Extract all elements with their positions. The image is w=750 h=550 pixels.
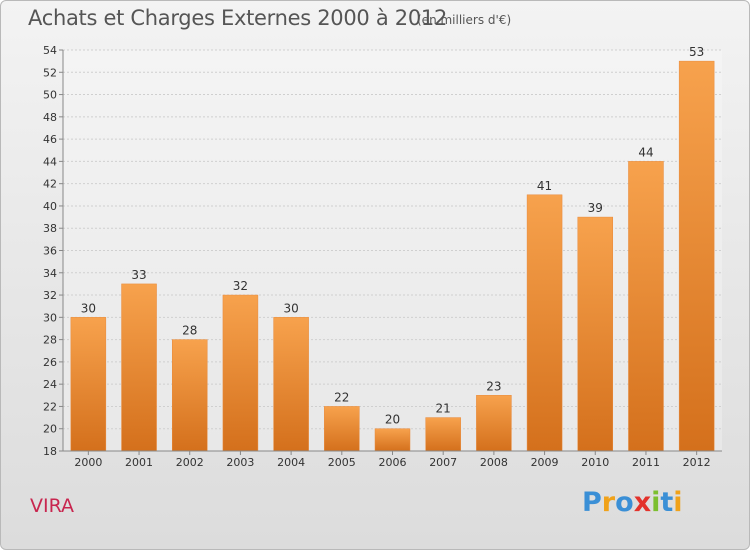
bar bbox=[476, 395, 512, 452]
y-tick-label: 36 bbox=[43, 245, 57, 258]
data-label: 23 bbox=[486, 379, 501, 393]
y-tick-label: 48 bbox=[43, 111, 57, 124]
y-tick-label: 42 bbox=[43, 178, 57, 191]
bar bbox=[171, 339, 208, 452]
data-label: 44 bbox=[638, 145, 653, 159]
data-label: 32 bbox=[233, 279, 248, 293]
bar bbox=[324, 406, 360, 452]
bar bbox=[222, 294, 259, 452]
x-tick-label: 2005 bbox=[328, 456, 356, 469]
y-tick-label: 24 bbox=[43, 378, 57, 391]
bar bbox=[425, 417, 461, 452]
data-label: 53 bbox=[689, 45, 704, 59]
x-tick-label: 2008 bbox=[480, 456, 508, 469]
data-labels: 30 33 28 32 30 22 20 21 23 41 39 44 53 bbox=[81, 45, 705, 427]
x-tick-label: 2006 bbox=[379, 456, 407, 469]
x-tick-label: 2012 bbox=[683, 456, 711, 469]
bar bbox=[374, 428, 411, 452]
y-tick-label: 46 bbox=[43, 133, 57, 146]
bar bbox=[526, 194, 563, 452]
x-tick-label: 2002 bbox=[176, 456, 204, 469]
logo-letter: P bbox=[582, 487, 602, 518]
y-tick-label: 18 bbox=[43, 445, 57, 458]
x-tick-label: 2009 bbox=[531, 456, 559, 469]
y-tick-label: 52 bbox=[43, 66, 57, 79]
data-label: 22 bbox=[334, 390, 349, 404]
x-tick-label: 2010 bbox=[581, 456, 609, 469]
y-tick-label: 20 bbox=[43, 423, 57, 436]
logo-letter: i bbox=[651, 487, 661, 518]
bar bbox=[70, 317, 107, 452]
proxiti-logo: Proxiti bbox=[582, 487, 683, 518]
logo-letter: o bbox=[615, 487, 634, 518]
axes bbox=[62, 50, 722, 452]
bar bbox=[121, 283, 157, 452]
y-tick-label: 54 bbox=[43, 44, 57, 57]
x-tick-label: 2011 bbox=[632, 456, 660, 469]
bar bbox=[678, 60, 715, 452]
data-label: 30 bbox=[283, 301, 298, 315]
x-tick-label: 2000 bbox=[74, 456, 102, 469]
chart-title: Achats et Charges Externes 2000 à 2012 bbox=[28, 6, 448, 30]
commune-name: VIRA bbox=[30, 495, 75, 517]
data-label: 41 bbox=[537, 179, 552, 193]
y-axis-ticks: 18 20 22 24 26 28 30 32 34 36 38 40 42 44 46 48 50 52 54 bbox=[43, 44, 63, 458]
y-tick-label: 28 bbox=[43, 334, 57, 347]
logo-letter: r bbox=[601, 487, 616, 518]
logo-letter: t bbox=[660, 487, 674, 518]
logo-letter: x bbox=[633, 487, 652, 518]
data-label: 30 bbox=[81, 301, 96, 315]
data-label: 39 bbox=[588, 201, 603, 215]
y-tick-label: 34 bbox=[43, 267, 57, 280]
bar bbox=[628, 161, 664, 452]
logo-letter: i bbox=[673, 487, 683, 518]
data-label: 33 bbox=[131, 268, 146, 282]
bars bbox=[70, 60, 715, 452]
x-axis-ticks: 2000 2001 2002 2003 2004 2005 2006 2007 2008 2009… bbox=[74, 451, 711, 469]
y-tick-label: 26 bbox=[43, 356, 57, 369]
bar bbox=[273, 317, 309, 452]
y-tick-label: 30 bbox=[43, 311, 57, 324]
data-label: 21 bbox=[436, 402, 451, 416]
y-tick-label: 38 bbox=[43, 222, 57, 235]
y-tick-label: 40 bbox=[43, 200, 57, 213]
y-tick-label: 50 bbox=[43, 89, 57, 102]
y-tick-label: 22 bbox=[43, 400, 57, 413]
bar bbox=[577, 216, 614, 452]
x-tick-label: 2007 bbox=[429, 456, 457, 469]
y-tick-label: 44 bbox=[43, 155, 57, 168]
data-label: 20 bbox=[385, 413, 400, 427]
x-tick-label: 2003 bbox=[226, 456, 254, 469]
x-tick-label: 2001 bbox=[125, 456, 153, 469]
chart-subtitle: (en milliers d'€) bbox=[417, 13, 512, 27]
x-tick-label: 2004 bbox=[277, 456, 305, 469]
data-label: 28 bbox=[182, 324, 197, 338]
y-tick-label: 32 bbox=[43, 289, 57, 302]
